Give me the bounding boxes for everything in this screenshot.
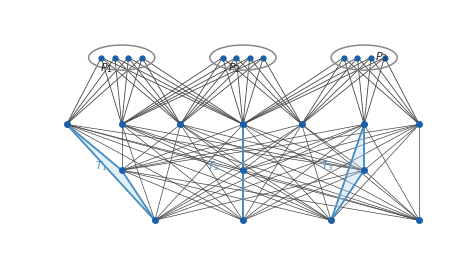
Text: $P_{3}$: $P_{3}$ bbox=[375, 51, 388, 64]
Text: $P_{1}$: $P_{1}$ bbox=[100, 61, 113, 75]
Polygon shape bbox=[331, 124, 364, 220]
Text: $T_{2}$: $T_{2}$ bbox=[208, 159, 219, 173]
Text: $P_{2}$: $P_{2}$ bbox=[228, 61, 241, 75]
Polygon shape bbox=[66, 124, 155, 220]
Text: $T_{1}$: $T_{1}$ bbox=[95, 159, 108, 173]
Text: $T_{3}$: $T_{3}$ bbox=[321, 159, 334, 173]
